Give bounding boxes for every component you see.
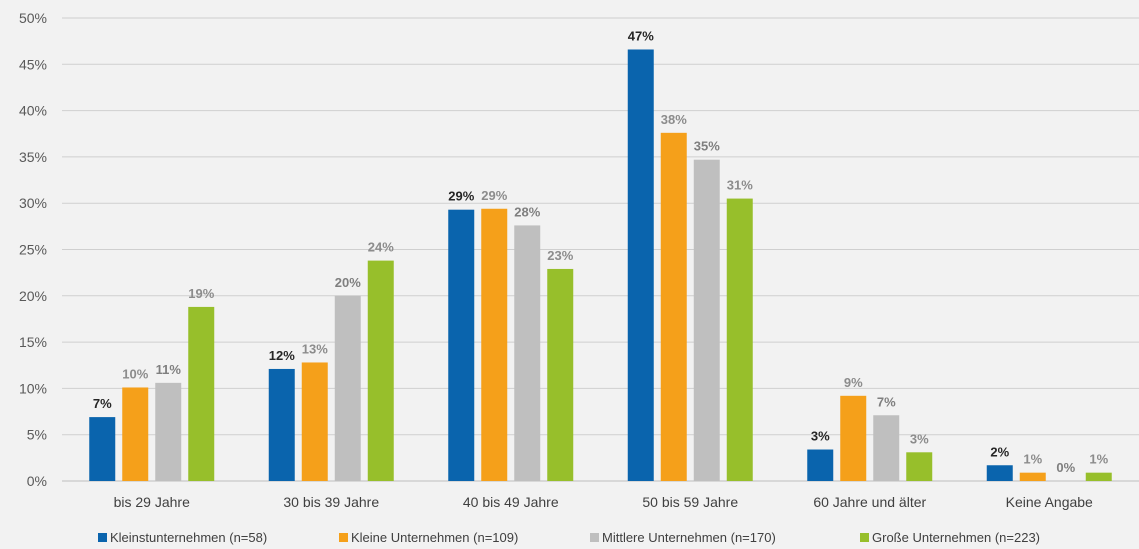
bar bbox=[547, 268, 574, 481]
x-category-label: bis 29 Jahre bbox=[114, 494, 190, 510]
y-tick-label: 0% bbox=[27, 473, 47, 489]
x-category-label: 60 Jahre und älter bbox=[813, 494, 926, 510]
x-category-label: 50 bis 59 Jahre bbox=[642, 494, 738, 510]
x-category-label: Keine Angabe bbox=[1006, 494, 1093, 510]
data-label: 7% bbox=[93, 396, 112, 411]
bar bbox=[155, 382, 182, 481]
y-axis-ticks: 0% 5% 10% 15% 20% 25% 30% 35% 40% 45% 50% bbox=[19, 10, 47, 489]
bar bbox=[726, 198, 753, 481]
data-label: 12% bbox=[269, 348, 295, 363]
data-label: 10% bbox=[122, 366, 148, 381]
bar bbox=[1085, 472, 1112, 481]
legend-entry: Mittlere Unternehmen (n=170) bbox=[602, 530, 776, 545]
legend-entry: Große Unternehmen (n=223) bbox=[872, 530, 1040, 545]
bar bbox=[840, 395, 867, 481]
bar bbox=[986, 465, 1013, 481]
x-axis-categories: bis 29 Jahre 30 bis 39 Jahre 40 bis 49 Jah… bbox=[114, 494, 1093, 510]
y-tick-label: 30% bbox=[19, 195, 47, 211]
legend-entry: Kleinstunternehmen (n=58) bbox=[110, 530, 267, 545]
y-tick-label: 25% bbox=[19, 242, 47, 258]
bar bbox=[514, 225, 541, 481]
data-label: 2% bbox=[990, 444, 1009, 459]
data-label: 1% bbox=[1089, 452, 1108, 467]
data-label: 29% bbox=[481, 188, 507, 203]
legend: Kleinstunternehmen (n=58) Kleine Unterneh… bbox=[98, 530, 1040, 545]
bar bbox=[873, 415, 900, 481]
bar bbox=[906, 452, 933, 481]
y-tick-label: 45% bbox=[19, 56, 47, 72]
y-tick-label: 5% bbox=[27, 427, 47, 443]
y-tick-label: 20% bbox=[19, 288, 47, 304]
bar bbox=[481, 208, 508, 482]
data-label: 24% bbox=[368, 240, 394, 255]
data-label: 11% bbox=[156, 362, 182, 377]
bar bbox=[367, 260, 394, 481]
bar bbox=[807, 449, 834, 481]
bar bbox=[188, 306, 215, 481]
bars bbox=[89, 49, 1112, 482]
data-label: 23% bbox=[547, 248, 573, 263]
y-tick-label: 35% bbox=[19, 149, 47, 165]
x-category-label: 40 bis 49 Jahre bbox=[463, 494, 559, 510]
bar bbox=[627, 49, 654, 481]
data-labels: 7% 10% 11% 19% 12% 13% 20% 24% 29% 29% 28% 23% 47% 38… bbox=[93, 28, 1109, 475]
y-tick-label: 15% bbox=[19, 334, 47, 350]
bar bbox=[122, 387, 149, 481]
data-label: 3% bbox=[910, 431, 929, 446]
data-label: 3% bbox=[811, 429, 830, 444]
y-tick-label: 40% bbox=[19, 103, 47, 119]
data-label: 9% bbox=[844, 375, 863, 390]
bar bbox=[334, 295, 361, 481]
bar bbox=[693, 159, 720, 482]
bar bbox=[89, 417, 116, 481]
data-label: 35% bbox=[694, 139, 720, 154]
gridlines bbox=[62, 17, 1139, 482]
bar bbox=[301, 362, 328, 481]
bar bbox=[268, 368, 295, 481]
data-label: 38% bbox=[661, 112, 687, 127]
data-label: 31% bbox=[727, 178, 753, 193]
data-label: 19% bbox=[188, 286, 214, 301]
legend-swatch bbox=[339, 533, 348, 542]
data-label: 7% bbox=[877, 394, 896, 409]
data-label: 13% bbox=[302, 341, 328, 356]
data-label: 29% bbox=[448, 189, 474, 204]
y-tick-label: 50% bbox=[19, 10, 47, 26]
data-label: 20% bbox=[335, 275, 361, 290]
legend-swatch bbox=[590, 533, 599, 542]
legend-swatch bbox=[860, 533, 869, 542]
bar bbox=[1019, 472, 1046, 481]
y-tick-label: 10% bbox=[19, 380, 47, 396]
data-label: 28% bbox=[514, 204, 540, 219]
data-label: 47% bbox=[628, 28, 654, 43]
x-category-label: 30 bis 39 Jahre bbox=[283, 494, 379, 510]
bar bbox=[448, 209, 475, 481]
legend-swatch bbox=[98, 533, 107, 542]
legend-entry: Kleine Unternehmen (n=109) bbox=[351, 530, 518, 545]
data-label: 1% bbox=[1023, 452, 1042, 467]
data-label: 0% bbox=[1056, 460, 1075, 475]
bar bbox=[660, 132, 687, 481]
